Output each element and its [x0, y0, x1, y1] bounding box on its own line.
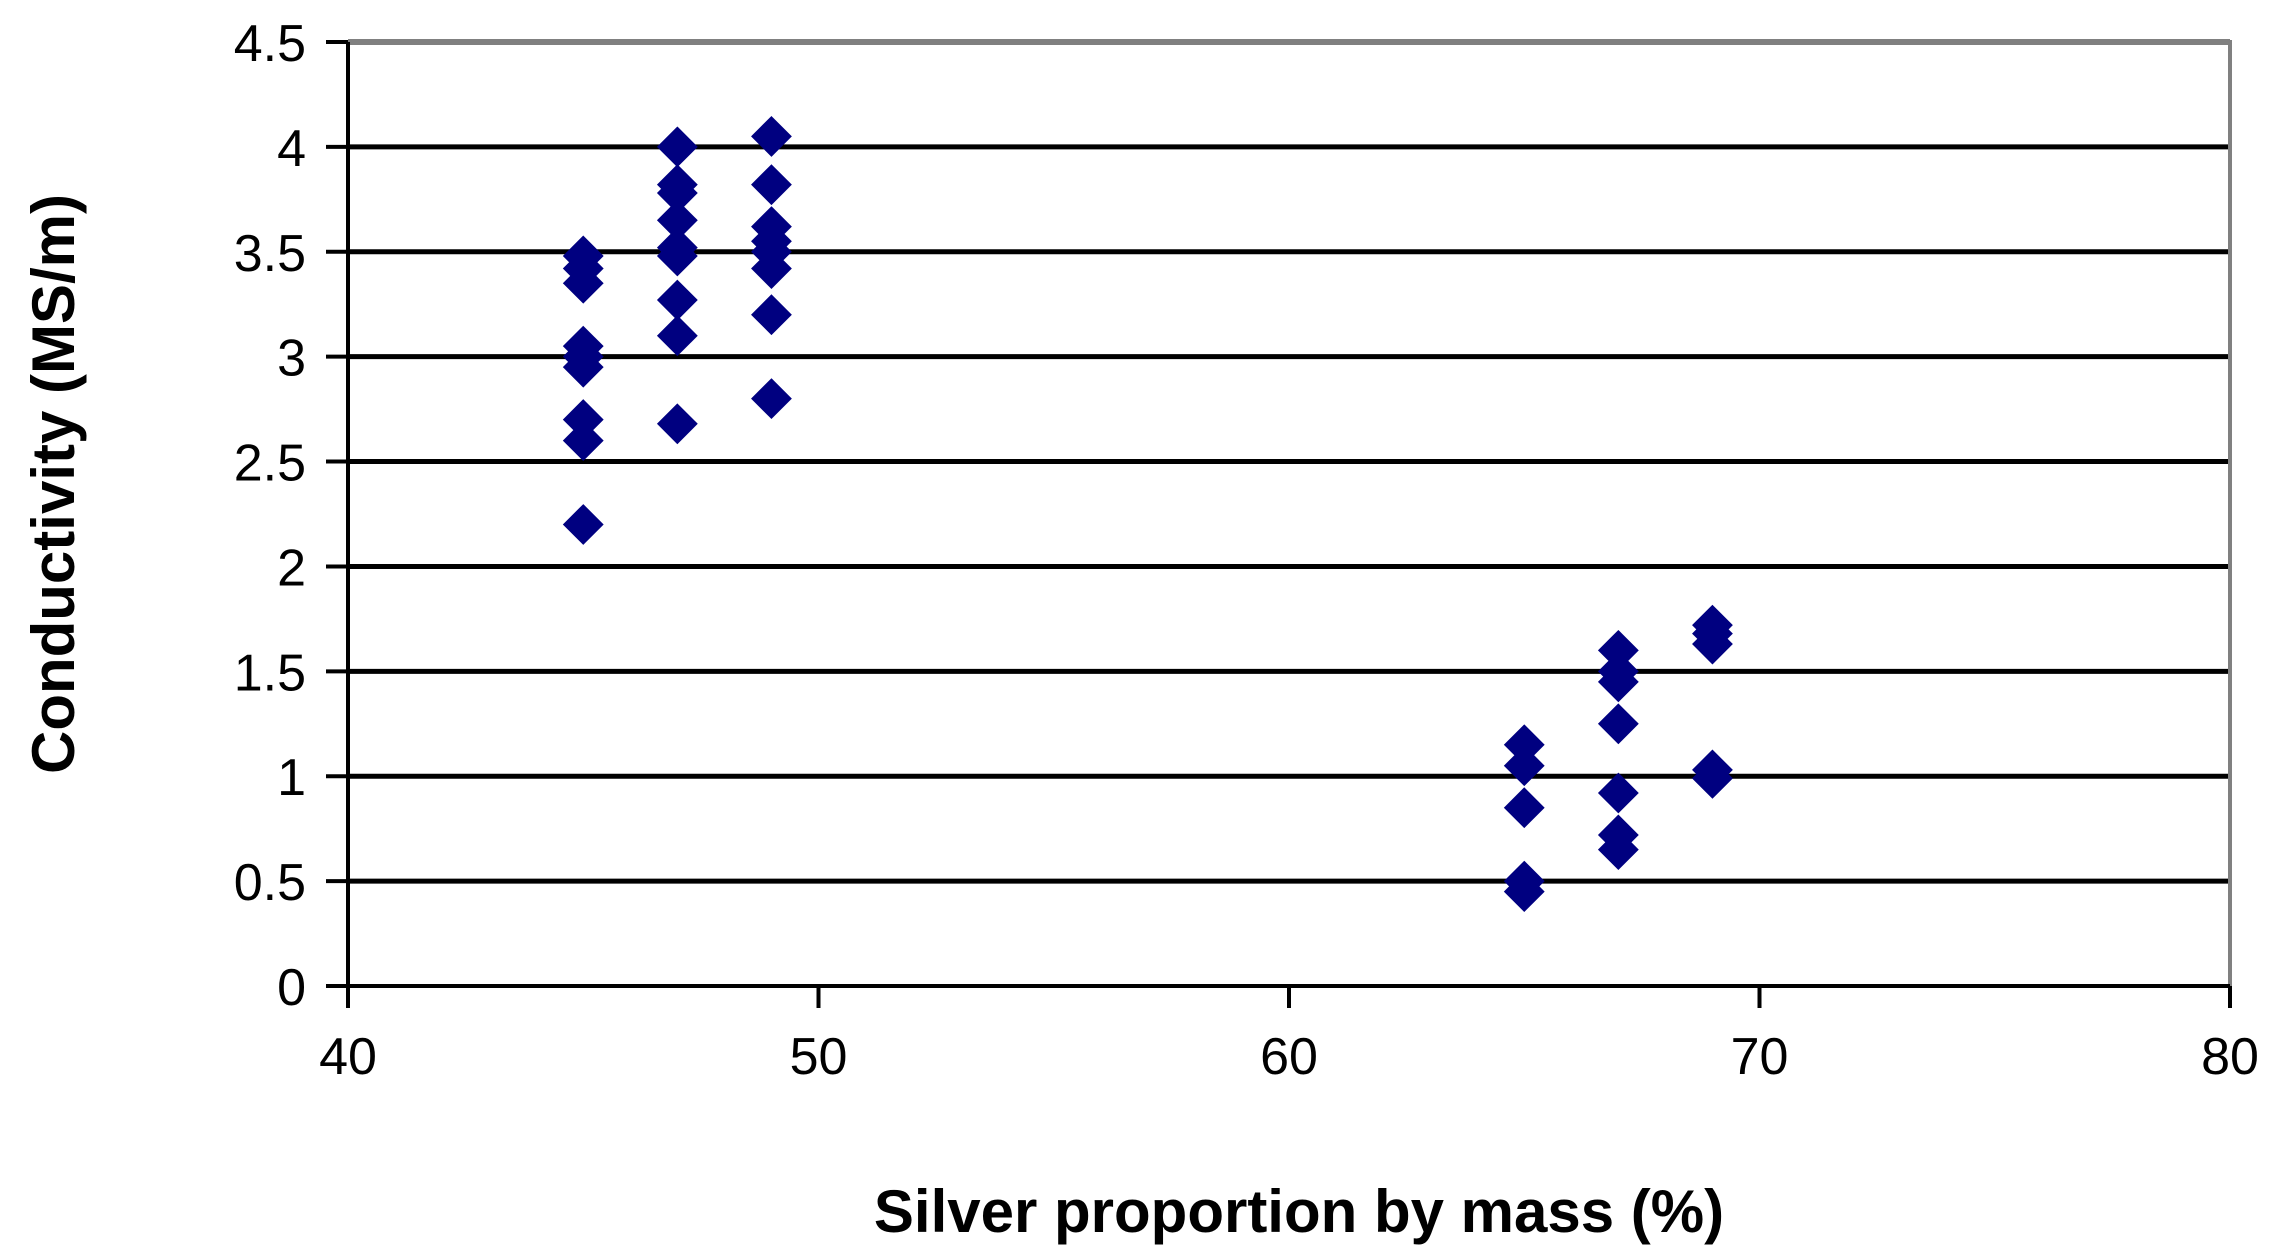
scatter-point	[1503, 745, 1545, 787]
x-tick-label: 40	[319, 1028, 377, 1086]
y-tick-label: 4.5	[234, 15, 306, 73]
y-tick-label: 0.5	[234, 854, 306, 912]
scatter-point	[1692, 757, 1733, 799]
scatter-point	[1597, 772, 1639, 814]
scatter-point	[1597, 703, 1639, 745]
y-tick-label: 1.5	[234, 644, 306, 702]
tick-labels: 0 0.5 1 1.5 2 2.5 3 3.5 4 4.5 40 50 60 70 80	[234, 15, 2259, 1086]
scatter-point	[751, 378, 792, 420]
y-tick-label: 0	[277, 959, 306, 1017]
y-tick-label: 3.5	[234, 225, 306, 283]
scatter-point	[751, 115, 792, 157]
scatter-point	[1597, 661, 1639, 703]
y-tick-label: 2.5	[234, 435, 306, 493]
scatter-point	[562, 346, 604, 388]
scatter-point	[751, 248, 792, 289]
x-axis-title: Silver proportion by mass (%)	[874, 1178, 1724, 1245]
data-points	[562, 115, 1733, 913]
scatter-point	[1503, 787, 1545, 829]
scatter-point	[562, 420, 604, 461]
scatter-point	[751, 164, 792, 206]
x-tick-label: 70	[1731, 1028, 1789, 1086]
x-tick-label: 50	[790, 1028, 848, 1086]
scatter-point	[1503, 871, 1545, 913]
scatter-point	[1597, 829, 1639, 871]
scatter-point	[656, 235, 698, 277]
x-tick-label: 60	[1260, 1028, 1318, 1086]
scatter-point	[1692, 623, 1733, 665]
y-axis-title: Conductivity (MS/m)	[20, 194, 87, 774]
scatter-point	[656, 315, 698, 357]
y-tick-label: 2	[277, 539, 306, 597]
x-tick-label: 80	[2201, 1028, 2259, 1086]
scatter-point	[562, 504, 604, 545]
y-tick-label: 4	[277, 120, 306, 178]
axes	[326, 40, 2232, 1008]
scatter-point	[656, 403, 698, 445]
scatter-point	[562, 262, 604, 304]
y-tick-label: 3	[277, 330, 306, 388]
y-tick-label: 1	[277, 749, 306, 807]
scatter-point	[751, 294, 792, 336]
